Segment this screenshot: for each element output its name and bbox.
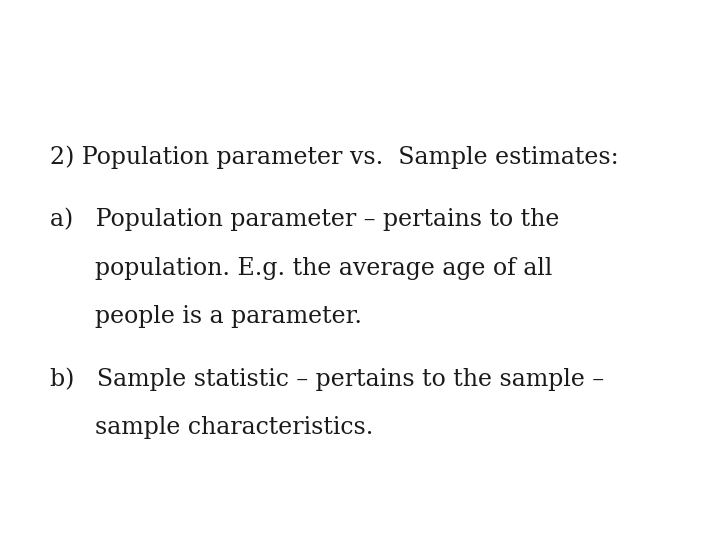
- Text: 2) Population parameter vs.  Sample estimates:: 2) Population parameter vs. Sample estim…: [50, 146, 619, 170]
- Text: a)   Population parameter – pertains to the: a) Population parameter – pertains to th…: [50, 208, 559, 232]
- Text: population. E.g. the average age of all: population. E.g. the average age of all: [50, 256, 553, 280]
- Text: sample characteristics.: sample characteristics.: [50, 416, 374, 439]
- Text: b)   Sample statistic – pertains to the sample –: b) Sample statistic – pertains to the sa…: [50, 367, 605, 391]
- Text: people is a parameter.: people is a parameter.: [50, 305, 362, 328]
